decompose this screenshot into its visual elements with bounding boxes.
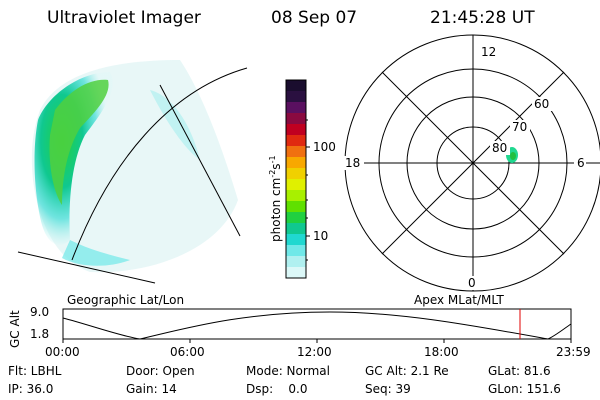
time-tick-1800: 18:00 [424, 345, 459, 359]
instrument-title: Ultraviolet Imager [47, 8, 201, 28]
timeline-right-title: Apex MLat/MLT [414, 293, 504, 307]
timeline-frame [62, 308, 572, 340]
colorbar-segment [286, 256, 306, 268]
colorbar-tick-10: 10 [313, 229, 329, 243]
colorbar-segment [286, 267, 306, 279]
colorbar-segment [286, 234, 306, 246]
polar-label-lat-80: 80 [492, 141, 508, 155]
colorbar-segment [286, 135, 306, 147]
filter-readout: Flt: LBHL [8, 364, 62, 378]
colorbar-segment [286, 223, 306, 235]
timeline-y-tick-high: 9.0 [30, 305, 50, 319]
ip-readout: IP: 36.0 [8, 382, 54, 396]
glat-readout: GLat: 81.6 [488, 364, 551, 378]
dsp-readout: Dsp: 0.0 [246, 382, 308, 396]
time-tick-2359: 23:59 [556, 345, 591, 359]
gc-alt-readout: GC Alt: 2.1 Re [365, 364, 449, 378]
timeline-y-tick-low: 1.8 [30, 327, 50, 341]
time-label: 21:45:28 UT [430, 8, 535, 28]
colorbar-segment [286, 201, 306, 213]
altitude-curve [62, 311, 572, 340]
gain-readout: Gain: 14 [126, 382, 177, 396]
colorbar-segment [286, 157, 306, 169]
glon-readout: GLon: 151.6 [488, 382, 561, 396]
colorbar-segment [286, 190, 306, 202]
colorbar-segment [286, 113, 306, 125]
colorbar-segment [286, 212, 306, 224]
date-label: 08 Sep 07 [271, 8, 358, 28]
colorbar-tick-100: 100 [313, 140, 336, 154]
polar-label-lat-60: 60 [534, 97, 550, 111]
colorbar-segment [286, 168, 306, 180]
colorbar-segment [286, 146, 306, 158]
door-readout: Door: Open [126, 364, 195, 378]
timeline-left-title: Geographic Lat/Lon [67, 293, 185, 307]
polar-label-mlt-6: 6 [577, 156, 585, 170]
polar-label-mlt-0: 0 [468, 276, 476, 290]
time-tick-0000: 00:00 [45, 345, 80, 359]
colorbar-segment [286, 80, 306, 92]
time-tick-0600: 06:00 [170, 345, 205, 359]
colorbar-segment [286, 179, 306, 191]
mode-readout: Mode: Normal [246, 364, 330, 378]
polar-label-mlt-18: 18 [345, 156, 361, 170]
polar-label-mlt-12: 12 [481, 45, 497, 59]
colorbar-segment [286, 245, 306, 257]
colorbar-segment [286, 124, 306, 136]
colorbar-segment [286, 102, 306, 114]
colorbar [286, 80, 306, 279]
polar-label-lat-70: 70 [512, 120, 528, 134]
colorbar-segment [286, 91, 306, 103]
time-tick-1200: 12:00 [297, 345, 332, 359]
seq-readout: Seq: 39 [365, 382, 411, 396]
colorbar-frame [285, 79, 307, 279]
